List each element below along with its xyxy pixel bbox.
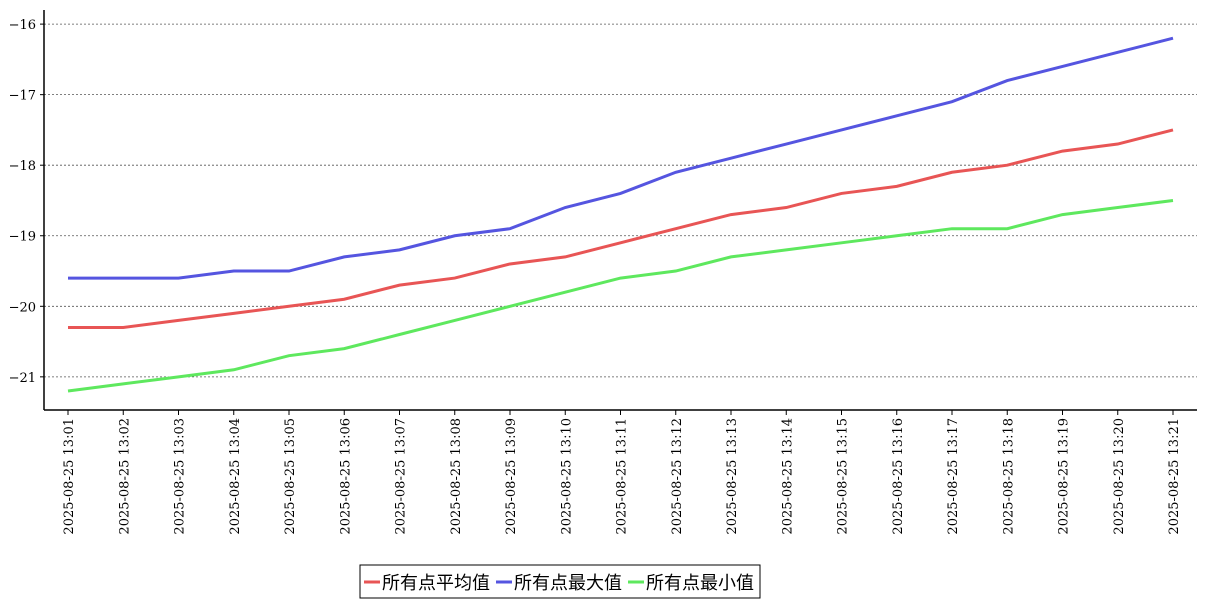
x-tick-label: 2025-08-25 13:13 [725,418,740,535]
y-tick-label: −18 [9,159,36,174]
x-tick-label: 2025-08-25 13:15 [836,418,851,535]
x-tick-label: 2025-08-25 13:07 [394,418,409,535]
x-tick-label: 2025-08-25 13:14 [780,418,795,535]
x-tick-label: 2025-08-25 13:02 [117,418,132,535]
legend-label: 所有点平均值 [382,573,490,594]
x-tick-label: 2025-08-25 13:12 [670,418,685,535]
x-tick-label: 2025-08-25 13:19 [1057,418,1072,535]
y-tick-label: −20 [9,300,36,315]
series-line [68,128,1174,329]
legend: 所有点平均值 所有点最大值 所有点最小值 [359,564,761,599]
x-tick-label: 2025-08-25 13:01 [62,418,77,535]
x-tick-label: 2025-08-25 13:21 [1167,418,1182,535]
legend-label: 所有点最大值 [514,573,622,594]
x-tick-label: 2025-08-25 13:17 [946,418,961,535]
x-tick-label: 2025-08-25 13:10 [559,418,574,535]
x-tick-label: 2025-08-25 13:05 [283,418,298,535]
legend-box [359,564,761,599]
series-line [67,198,1174,393]
x-tick-label: 2025-08-25 13:20 [1112,418,1127,535]
y-tick-label: −17 [9,89,36,104]
x-tick-label: 2025-08-25 13:04 [228,418,243,535]
series-line [68,36,1174,280]
y-tick-label: −21 [9,371,36,386]
y-tick-label: −19 [9,230,36,245]
x-tick-label: 2025-08-25 13:09 [504,418,519,535]
y-tick-label: −16 [9,18,36,33]
x-tick-label: 2025-08-25 13:08 [449,418,464,535]
x-tick-label: 2025-08-25 13:03 [173,418,188,535]
x-tick-label: 2025-08-25 13:06 [338,418,353,535]
x-tick-label: 2025-08-25 13:18 [1001,418,1016,535]
legend-label: 所有点最小值 [646,573,754,594]
x-tick-label: 2025-08-25 13:11 [615,418,630,535]
x-tick-label: 2025-08-25 13:16 [891,418,906,535]
